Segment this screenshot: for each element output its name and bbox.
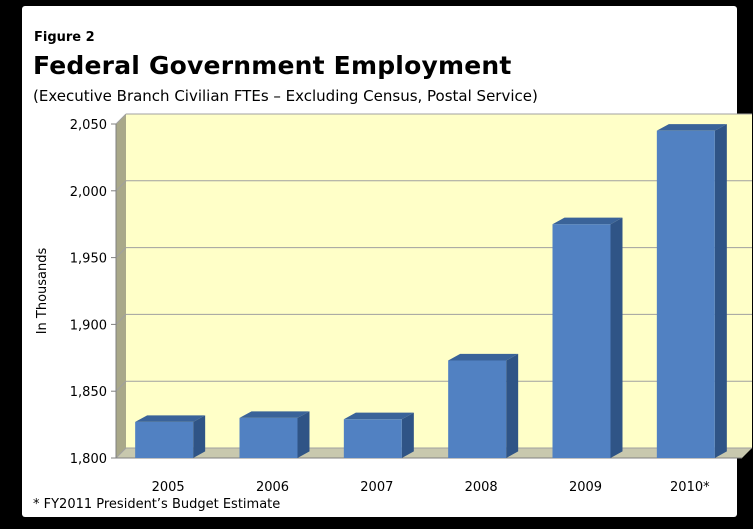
y-tick-label: 1,800	[70, 452, 107, 467]
x-tick-label: 2008	[465, 480, 498, 495]
x-tick-label: 2010*	[670, 480, 710, 495]
plot-side-wall	[116, 114, 126, 458]
bar-side	[506, 353, 519, 458]
bar-top	[656, 124, 727, 131]
y-tick-label: 1,850	[70, 385, 107, 400]
y-tick-label: 2,050	[70, 118, 107, 133]
bar-top	[552, 217, 623, 225]
bar-top	[343, 412, 414, 420]
y-axis-title: In Thousands	[35, 247, 50, 334]
gridline-side	[115, 247, 127, 258]
chart-subtitle: (Executive Branch Civilian FTEs – Exclud…	[33, 87, 538, 105]
gridline-side	[115, 180, 127, 192]
bar	[656, 130, 715, 458]
plot-back-wall	[126, 114, 752, 448]
y-tick-label: 1,900	[70, 318, 107, 333]
bar	[448, 360, 507, 458]
bar-side	[193, 415, 206, 458]
bar	[135, 421, 194, 458]
gridline-side	[115, 113, 127, 125]
bar-top	[135, 415, 206, 422]
gridline-side	[115, 314, 127, 325]
gridline-side	[115, 380, 127, 392]
bar-top	[448, 353, 519, 361]
bar	[552, 224, 611, 458]
x-tick-label: 2007	[360, 480, 393, 495]
bar-side	[714, 124, 727, 458]
bar	[239, 417, 298, 458]
y-tick-label: 2,000	[70, 185, 107, 200]
chart-title: Federal Government Employment	[33, 51, 512, 80]
footnote: * FY2011 President’s Budget Estimate	[33, 497, 281, 512]
bar-top	[239, 411, 310, 418]
gridline-side	[115, 447, 127, 459]
bar-side	[610, 217, 623, 458]
bar	[343, 419, 402, 458]
x-tick-label: 2009	[569, 480, 602, 495]
bar-side	[297, 411, 310, 458]
y-tick-label: 1,950	[70, 252, 107, 267]
bar-side	[401, 412, 414, 458]
x-tick-label: 2005	[152, 480, 185, 495]
x-tick-label: 2006	[256, 480, 289, 495]
figure-label: Figure 2	[34, 30, 95, 45]
plot-floor	[116, 448, 752, 458]
